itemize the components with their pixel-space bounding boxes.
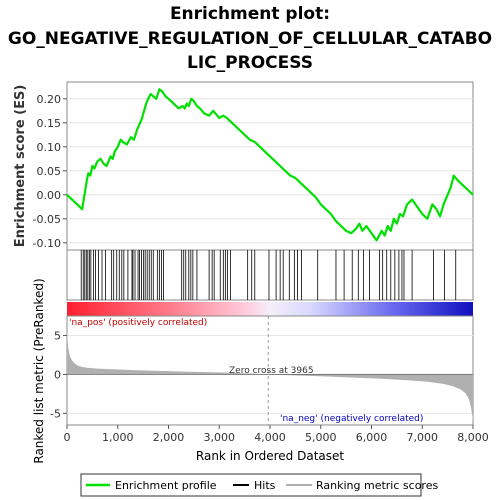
- positive-correlation-label: 'na_pos' (positively correlated): [69, 318, 207, 328]
- zero-cross-label: Zero cross at 3965: [229, 366, 314, 376]
- enrichment-profile-line: [66, 88, 474, 242]
- metric-x-tick-label: 4,000: [254, 431, 286, 444]
- negative-correlation-label: 'na_neg' (negatively correlated): [280, 414, 423, 424]
- metric-y-tick-label: -5: [50, 407, 61, 420]
- metric-x-tick-label: 7,000: [407, 431, 439, 444]
- es-y-tick-label: 0.20: [37, 93, 62, 106]
- es-y-tick-label: -0.10: [33, 237, 61, 250]
- metric-x-ticks: 0 1,000 2,000 3,000 4,000 5,000 6,000 7,000 8,00…: [64, 425, 489, 444]
- title-line-2: GO_NEGATIVE_REGULATION_OF_CELLULAR_CATAB…: [8, 29, 492, 49]
- metric-x-tick-label: 6,000: [356, 431, 388, 444]
- es-y-axis-label: Enrichment score (ES): [13, 85, 28, 248]
- metric-x-axis-label: Rank in Ordered Dataset: [196, 449, 344, 463]
- metric-x-tick-label: 8,000: [457, 431, 489, 444]
- es-y-tick-label: 0.10: [37, 141, 62, 154]
- metric-x-tick-label: 2,000: [153, 431, 185, 444]
- legend-label-ranking-metric-scores: Ranking metric scores: [316, 479, 438, 492]
- metric-y-tick-label: 0: [54, 368, 61, 381]
- es-y-tick-label: 0.00: [37, 189, 62, 202]
- metric-x-tick-label: 1,000: [102, 431, 134, 444]
- legend-label-enrichment-profile: Enrichment profile: [115, 479, 217, 492]
- metric-x-tick-label: 5,000: [305, 431, 337, 444]
- legend-item-hits: Hits: [233, 479, 276, 492]
- metric-y-ticks: 5 0 -5: [50, 329, 67, 420]
- legend-label-hits: Hits: [254, 479, 276, 492]
- metric-y-axis-label: Ranked list metric (PreRanked): [32, 278, 46, 463]
- title-line-1: Enrichment plot:: [170, 4, 330, 24]
- es-panel-frame: [66, 81, 474, 251]
- legend-item-enrichment-profile: Enrichment profile: [86, 479, 217, 492]
- es-grid: [67, 98, 473, 244]
- hits-markers: [80, 250, 457, 300]
- metric-x-tick-label: 0: [64, 431, 71, 444]
- es-y-ticks: 0.20 0.15 0.10 0.05 0.00 -0.05 -0.10: [33, 93, 67, 250]
- metric-x-tick-label: 3,000: [204, 431, 236, 444]
- es-y-tick-label: 0.05: [37, 165, 62, 178]
- metric-panel-frame: [66, 315, 474, 426]
- es-y-tick-label: 0.15: [37, 117, 62, 130]
- legend-box: [80, 473, 422, 497]
- title-line-3: LIC_PROCESS: [187, 53, 313, 73]
- es-y-tick-label: -0.05: [33, 213, 61, 226]
- ranking-color-bar: [67, 302, 473, 316]
- metric-y-tick-label: 5: [54, 329, 61, 342]
- legend-item-ranking-metric-scores: Ranking metric scores: [286, 479, 438, 492]
